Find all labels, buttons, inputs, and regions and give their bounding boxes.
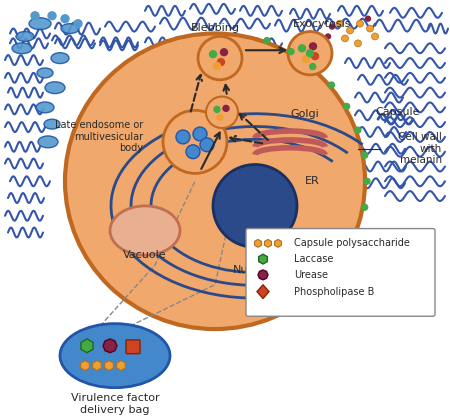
Circle shape xyxy=(356,20,364,27)
Circle shape xyxy=(288,31,332,75)
Circle shape xyxy=(306,50,314,57)
Ellipse shape xyxy=(38,136,58,148)
Circle shape xyxy=(342,35,348,42)
FancyBboxPatch shape xyxy=(246,229,435,316)
Text: Vacuole: Vacuole xyxy=(123,250,167,260)
Circle shape xyxy=(264,38,270,44)
Text: Laccase: Laccase xyxy=(294,254,333,264)
Ellipse shape xyxy=(44,119,60,129)
Circle shape xyxy=(298,45,306,52)
Text: Blebbing: Blebbing xyxy=(190,23,239,33)
Text: ER: ER xyxy=(305,176,320,186)
Polygon shape xyxy=(257,285,269,298)
Text: Golgi: Golgi xyxy=(291,109,319,119)
Text: Capsule polysaccharide: Capsule polysaccharide xyxy=(294,238,410,248)
Text: Exocytosis: Exocytosis xyxy=(293,18,351,28)
Text: Urease: Urease xyxy=(294,270,328,280)
Circle shape xyxy=(355,230,361,235)
Circle shape xyxy=(61,15,69,23)
Circle shape xyxy=(365,16,370,21)
Circle shape xyxy=(302,56,310,62)
Circle shape xyxy=(74,20,82,28)
Circle shape xyxy=(223,106,229,111)
Circle shape xyxy=(193,127,207,141)
Circle shape xyxy=(325,34,330,39)
Circle shape xyxy=(200,138,214,152)
Circle shape xyxy=(337,20,343,27)
Ellipse shape xyxy=(37,68,53,78)
Circle shape xyxy=(329,24,334,29)
Circle shape xyxy=(210,51,216,58)
Circle shape xyxy=(310,64,316,70)
Circle shape xyxy=(31,12,39,20)
Circle shape xyxy=(214,106,220,112)
Circle shape xyxy=(176,130,190,144)
Circle shape xyxy=(355,40,361,47)
Circle shape xyxy=(328,82,334,88)
Circle shape xyxy=(362,204,368,210)
Circle shape xyxy=(346,27,354,34)
Circle shape xyxy=(362,153,368,158)
Circle shape xyxy=(311,53,319,59)
Circle shape xyxy=(198,36,242,80)
Circle shape xyxy=(355,127,361,133)
Ellipse shape xyxy=(29,18,51,30)
Circle shape xyxy=(186,145,200,159)
Circle shape xyxy=(65,34,365,329)
Circle shape xyxy=(364,178,370,184)
Circle shape xyxy=(213,165,297,247)
Circle shape xyxy=(217,59,225,65)
Ellipse shape xyxy=(45,82,65,93)
Circle shape xyxy=(288,49,294,54)
Circle shape xyxy=(310,43,316,50)
Circle shape xyxy=(217,114,223,120)
Circle shape xyxy=(372,33,378,40)
Text: Phospholipase B: Phospholipase B xyxy=(294,287,374,297)
Circle shape xyxy=(220,49,228,56)
Circle shape xyxy=(344,103,350,109)
Circle shape xyxy=(344,253,350,259)
Ellipse shape xyxy=(51,53,69,64)
Ellipse shape xyxy=(60,323,170,388)
Ellipse shape xyxy=(110,206,180,255)
Text: Cell wall
with
melanin: Cell wall with melanin xyxy=(398,132,442,166)
Ellipse shape xyxy=(16,31,34,41)
Ellipse shape xyxy=(61,23,79,34)
Text: Capsule: Capsule xyxy=(375,107,420,117)
Text: Nucleus: Nucleus xyxy=(233,265,277,275)
Circle shape xyxy=(163,110,227,173)
Circle shape xyxy=(48,12,56,20)
Circle shape xyxy=(213,62,220,70)
FancyBboxPatch shape xyxy=(126,340,140,354)
Circle shape xyxy=(206,96,238,128)
Text: Late endosome or
multivesicular
body: Late endosome or multivesicular body xyxy=(55,120,143,153)
Ellipse shape xyxy=(36,102,54,113)
Circle shape xyxy=(366,25,373,32)
Ellipse shape xyxy=(12,43,32,54)
Text: Virulence factor
delivery bag: Virulence factor delivery bag xyxy=(71,393,159,415)
